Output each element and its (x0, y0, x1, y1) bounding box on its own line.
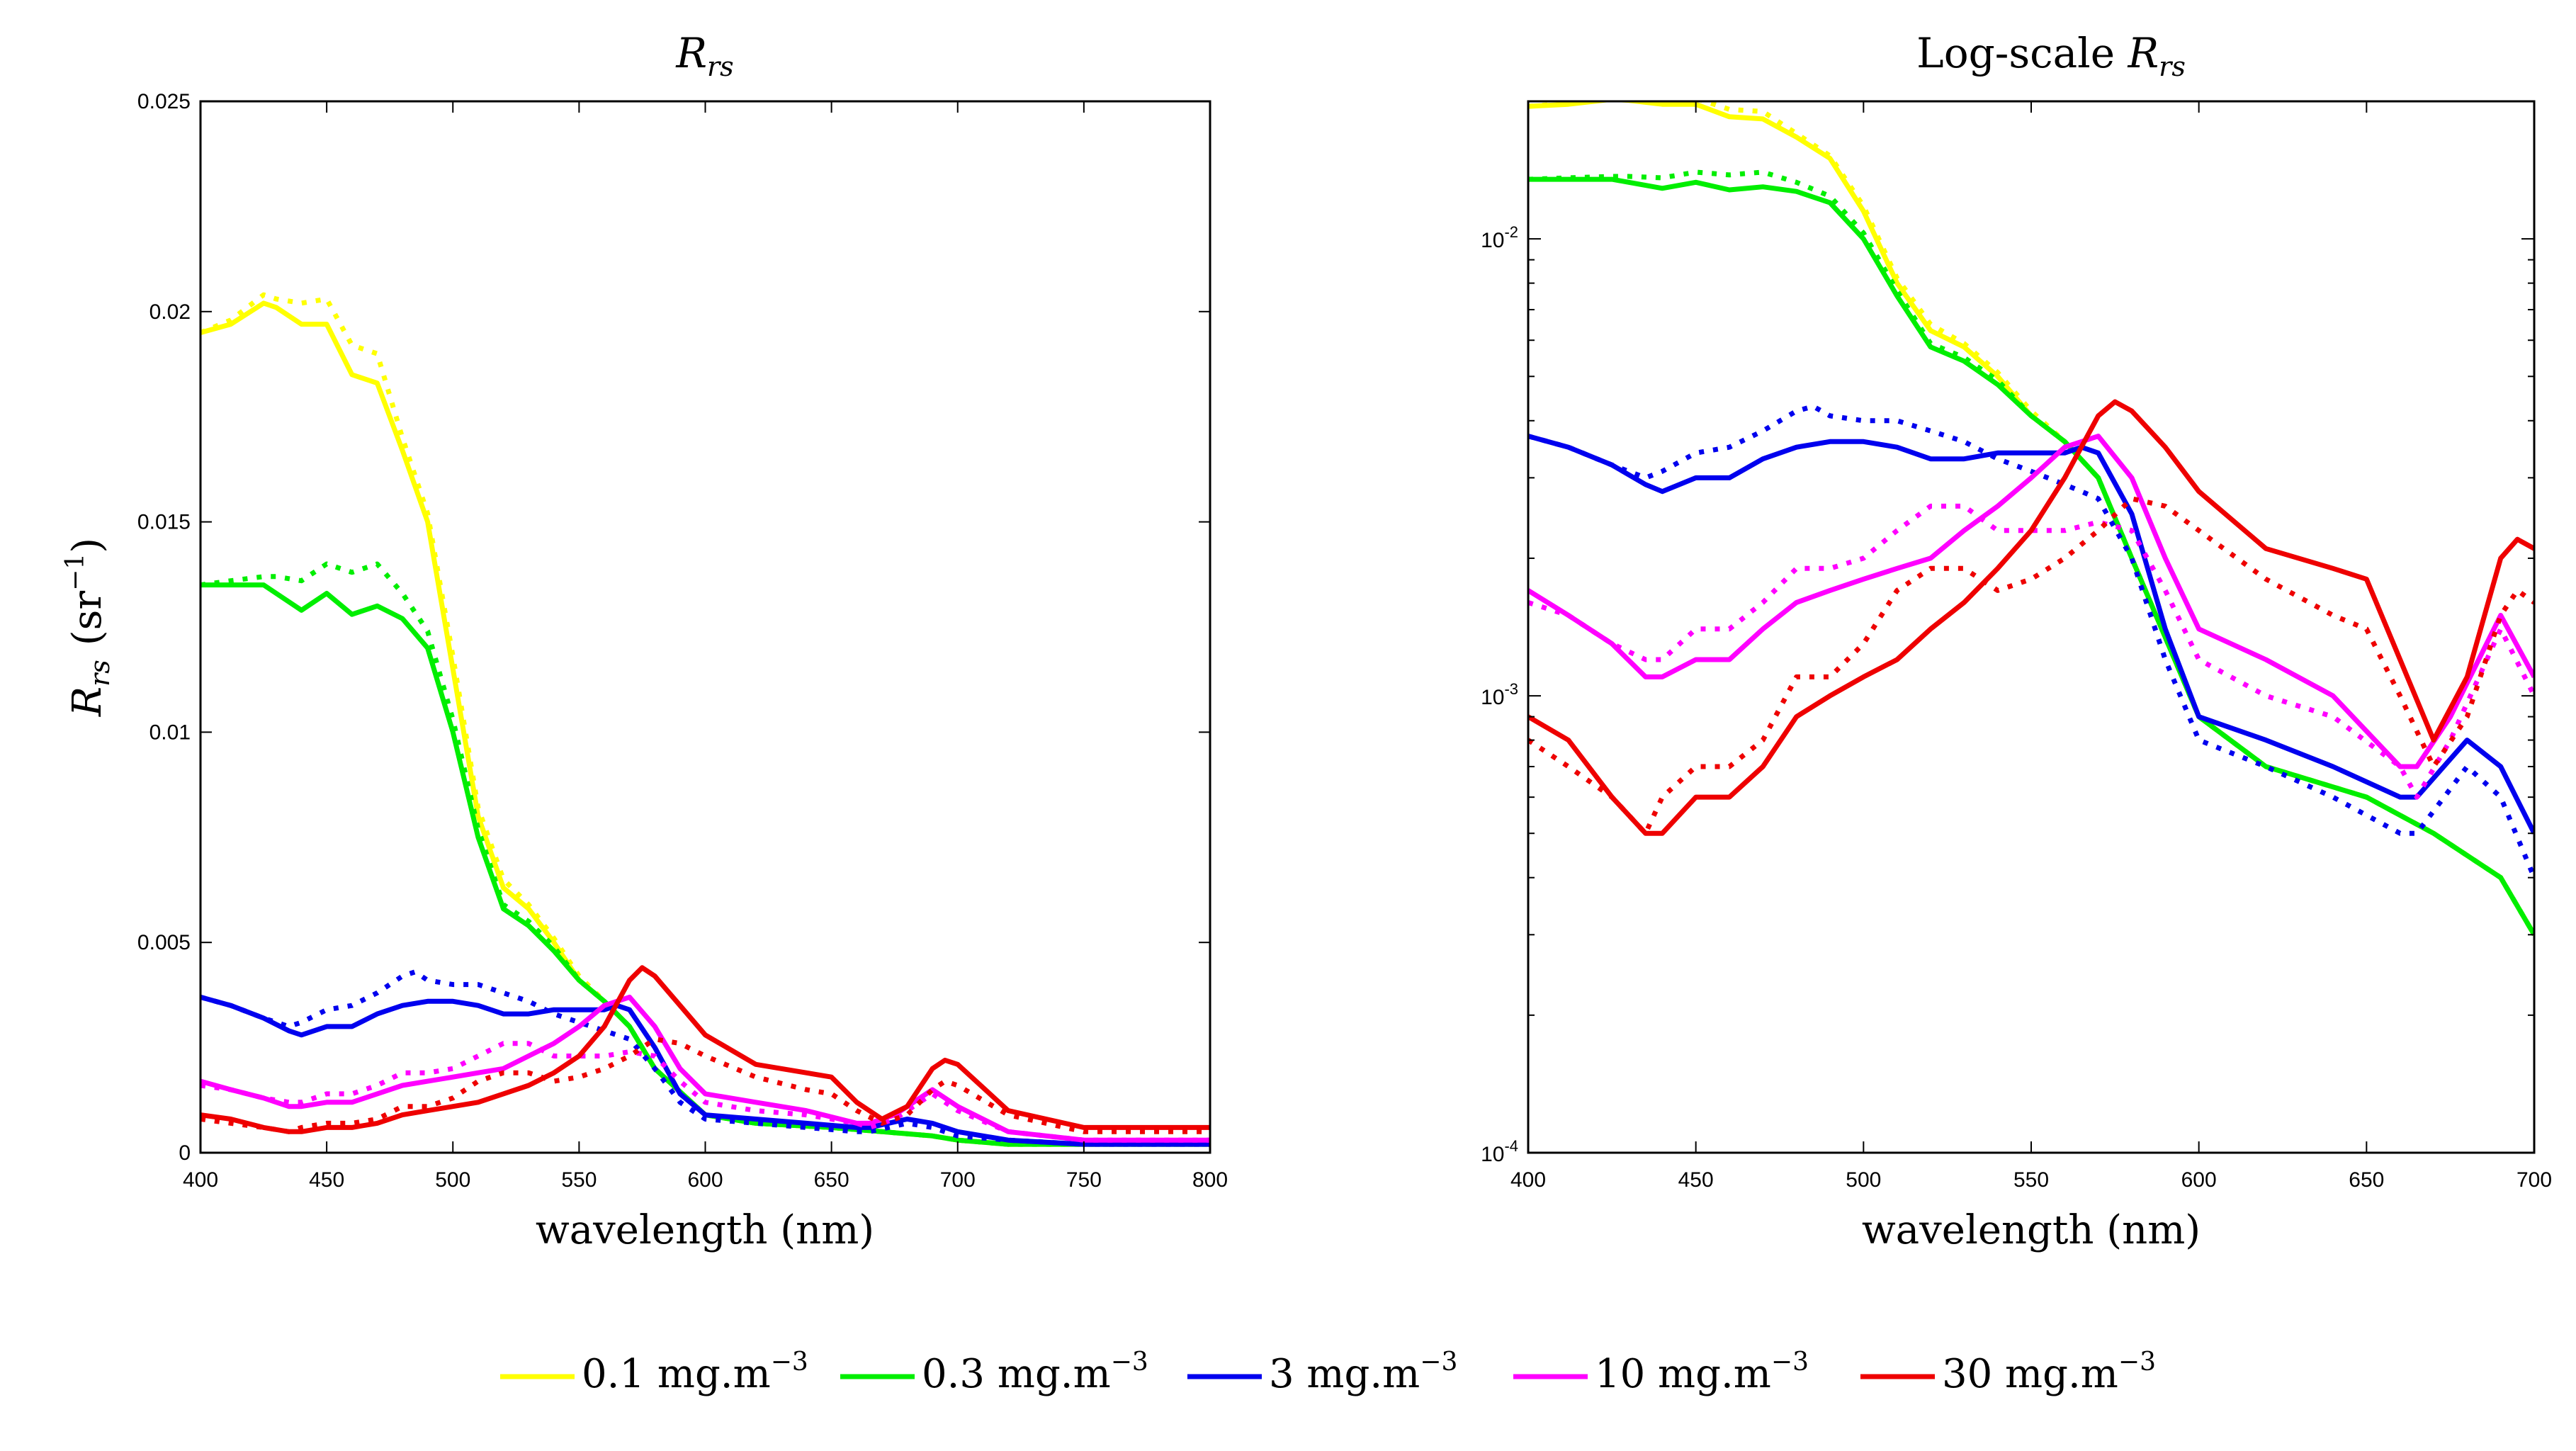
series-line (200, 995, 1210, 1147)
linear-y-axis: 0 0.005 0.01 0.015 0.02 0.025 (137, 90, 1210, 1165)
series-line (1528, 503, 2534, 800)
y-tick-label: 0.015 (137, 511, 191, 534)
linear-plot-frame (199, 100, 1211, 1154)
x-tick-label: 450 (1678, 1168, 1714, 1192)
legend: 0.1 mg.m−3 0.3 mg.m−3 3 mg.m−3 10 mg.m−3 30 … (500, 1348, 2156, 1397)
y-tick-label: 10-2 (1481, 223, 1518, 252)
linear-chart: Rrs 400 450 500 550 600 650 700 750 800 0 0.005 0.… (61, 29, 1228, 1253)
log-plot-area (1528, 101, 2534, 937)
series-line (1528, 496, 2534, 836)
series-line (200, 1041, 1210, 1143)
linear-y-axis-label: Rrs(sr−1) (61, 538, 115, 717)
x-tick-label: 550 (2013, 1168, 2049, 1192)
x-tick-label: 600 (2181, 1168, 2217, 1192)
log-y-axis: 10-4 10-3 10-2 (1481, 101, 2534, 1166)
log-plot-frame (1527, 100, 2536, 1154)
series-line (200, 300, 1210, 1147)
y-tick-label: 0.025 (137, 90, 191, 113)
y-tick-label: 10-4 (1481, 1137, 1518, 1166)
x-tick-label: 500 (1846, 1168, 1881, 1192)
x-tick-label: 750 (1066, 1168, 1102, 1192)
x-tick-label: 400 (1510, 1168, 1546, 1192)
legend-label: 0.3 mg.m−3 (922, 1348, 1148, 1397)
log-chart: Log-scale Rrs 400 450 500 550 600 650 700 10-4… (1481, 29, 2552, 1253)
legend-label: 3 mg.m−3 (1269, 1348, 1457, 1397)
series-line (1528, 101, 2534, 937)
log-x-axis-label: wavelength (nm) (1862, 1207, 2201, 1253)
series-line (200, 561, 1210, 1147)
legend-label: 0.1 mg.m−3 (582, 1348, 808, 1397)
series-line (200, 965, 1210, 1134)
series-line (200, 292, 1210, 1147)
series-line (1528, 404, 2534, 879)
x-tick-label: 800 (1192, 1168, 1228, 1192)
series-line (1528, 434, 2534, 835)
linear-x-axis-label: wavelength (nm) (536, 1207, 874, 1253)
series-line (1528, 399, 2534, 836)
x-tick-label: 600 (687, 1168, 723, 1192)
x-tick-label: 650 (2349, 1168, 2384, 1192)
log-x-axis: 400 450 500 550 600 650 700 (1510, 101, 2552, 1192)
y-tick-label: 0.02 (149, 300, 191, 324)
log-chart-title: Log-scale Rrs (1916, 29, 2186, 82)
y-tick-label: 0 (179, 1141, 191, 1165)
linear-x-axis: 400 450 500 550 600 650 700 750 800 (183, 101, 1228, 1192)
series-line (1528, 101, 2534, 937)
y-tick-label: 0.005 (137, 931, 191, 954)
title-main: R (675, 29, 707, 77)
y-tick-label: 0.01 (149, 721, 191, 744)
legend-label: 10 mg.m−3 (1595, 1348, 1809, 1397)
series-line (200, 582, 1210, 1147)
x-tick-label: 700 (2516, 1168, 2552, 1192)
series-line (200, 969, 1210, 1147)
x-tick-label: 450 (309, 1168, 344, 1192)
linear-plot-area (200, 292, 1210, 1147)
x-tick-label: 700 (940, 1168, 976, 1192)
series-line (1528, 169, 2534, 937)
legend-label: 30 mg.m−3 (1942, 1348, 2156, 1397)
linear-chart-title: Rrs (675, 29, 733, 82)
x-tick-label: 500 (435, 1168, 470, 1192)
x-tick-label: 550 (561, 1168, 597, 1192)
series-line (1528, 176, 2534, 937)
y-tick-label: 10-3 (1481, 680, 1518, 709)
x-tick-label: 650 (814, 1168, 849, 1192)
x-tick-label: 400 (183, 1168, 218, 1192)
